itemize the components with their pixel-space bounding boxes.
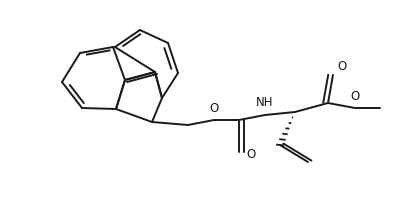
Text: NH: NH <box>256 96 274 109</box>
Text: O: O <box>350 90 360 103</box>
Text: O: O <box>209 102 219 115</box>
Text: O: O <box>246 147 256 161</box>
Text: O: O <box>338 60 347 73</box>
